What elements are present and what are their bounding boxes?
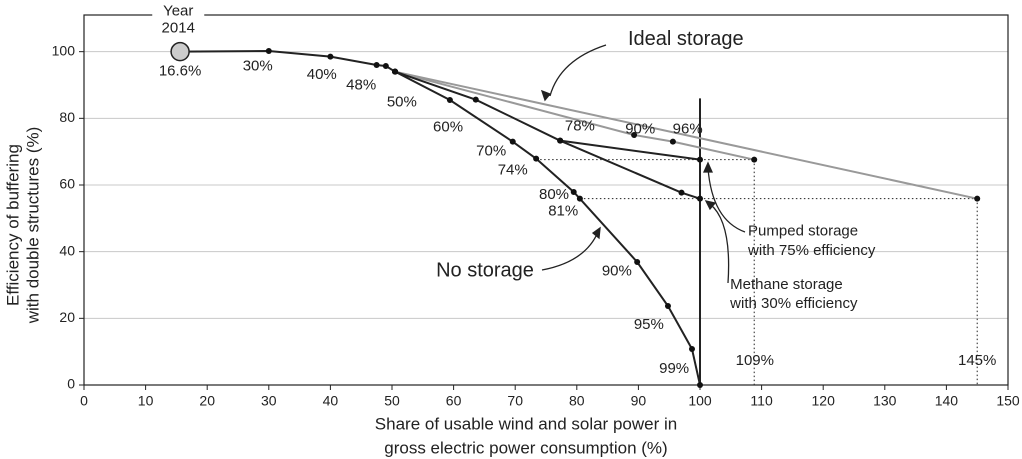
x-tick-label: 120	[812, 393, 836, 409]
series-line	[560, 139, 701, 161]
annotation: 109%	[736, 352, 774, 369]
y-axis-label: with double structures (%)	[23, 127, 42, 325]
data-point	[446, 97, 453, 103]
data-point	[576, 195, 583, 202]
annotation: 95%	[634, 316, 664, 333]
x-tick-label: 110	[750, 393, 773, 409]
data-point	[392, 68, 399, 75]
arrow	[541, 231, 599, 271]
x-tick-label: 140	[935, 393, 959, 409]
y-tick-label: 0	[67, 376, 75, 392]
annotation: 74%	[498, 162, 528, 179]
x-tick-label: 10	[138, 393, 154, 409]
y-tick-label: 40	[59, 242, 75, 258]
annotation: 50%	[387, 94, 417, 111]
data-point	[382, 63, 389, 69]
data-point	[373, 62, 380, 68]
plot-frame	[83, 14, 1009, 386]
y-tick-label: 20	[59, 309, 75, 325]
y-axis-label: Efficiency of buffering	[3, 144, 22, 306]
annotation: Pumped storage	[748, 223, 858, 240]
x-tick-label: 70	[507, 393, 523, 409]
annotation: 48%	[346, 77, 376, 94]
data-point	[688, 346, 695, 352]
annotation: 81%	[548, 203, 578, 220]
y-tick-label: 80	[59, 109, 75, 125]
x-tick-label: 20	[199, 393, 215, 409]
annotation: with 75% efficiency	[747, 242, 876, 259]
data-point	[265, 48, 272, 54]
annotation: 99%	[659, 360, 689, 377]
data-point	[974, 195, 981, 202]
data-point	[669, 138, 676, 145]
annotation: 40%	[307, 66, 337, 83]
annotation: 145%	[958, 352, 996, 369]
annotation: with 30% efficiency	[729, 295, 858, 312]
annotation: 60%	[433, 119, 463, 136]
data-point	[533, 155, 540, 162]
x-tick-label: 100	[688, 393, 712, 409]
x-axis-label: gross electric power consumption (%)	[384, 438, 667, 457]
arrow	[549, 44, 607, 97]
arrow	[707, 167, 746, 233]
x-tick-label: 150	[996, 393, 1020, 409]
arrow	[709, 203, 730, 284]
series-line	[394, 70, 755, 161]
series-line	[394, 70, 978, 200]
x-axis-label: Share of usable wind and solar power in	[375, 414, 677, 433]
data-point	[697, 156, 703, 163]
arrowhead	[591, 226, 601, 240]
x-tick-label: 90	[631, 393, 647, 409]
frame-gap	[152, 11, 205, 19]
x-tick-label: 130	[873, 393, 897, 409]
data-point	[678, 189, 685, 196]
data-point	[664, 303, 671, 309]
x-tick-label: 60	[446, 393, 462, 409]
arrowhead	[704, 200, 717, 211]
data-point	[509, 138, 516, 145]
annotation: 16.6%	[159, 63, 202, 80]
data-point	[557, 137, 564, 144]
data-point	[634, 259, 641, 265]
x-tick-label: 80	[569, 393, 585, 409]
data-point	[631, 132, 638, 138]
data-point	[570, 189, 577, 195]
annotation: Ideal storage	[628, 28, 744, 50]
data-point	[751, 156, 758, 163]
annotation: No storage	[436, 259, 534, 281]
data-point	[697, 195, 703, 202]
annotation: 90%	[625, 121, 655, 138]
annotation: 78%	[565, 118, 595, 135]
annotation: 2014	[162, 19, 195, 36]
arrowhead	[702, 161, 714, 173]
y-tick-label: 100	[52, 42, 76, 58]
annotation: 30%	[243, 58, 273, 75]
data-point	[697, 382, 703, 388]
data-point	[327, 53, 334, 60]
annotation: Year	[163, 3, 193, 20]
x-tick-label: 0	[80, 393, 88, 409]
x-tick-label: 30	[261, 393, 277, 409]
highlight-point	[170, 41, 190, 62]
x-tick-label: 50	[384, 393, 400, 409]
y-tick-label: 60	[59, 176, 75, 192]
arrowhead	[540, 89, 552, 102]
arrows	[540, 44, 746, 284]
annotation: 96%	[673, 121, 703, 138]
annotation: Methane storage	[730, 276, 843, 293]
annotation: 80%	[539, 186, 569, 203]
data-point	[472, 96, 479, 103]
series-line	[180, 49, 701, 386]
annotation: 90%	[602, 263, 632, 280]
annotation: 70%	[476, 143, 506, 160]
x-tick-label: 40	[323, 393, 339, 409]
